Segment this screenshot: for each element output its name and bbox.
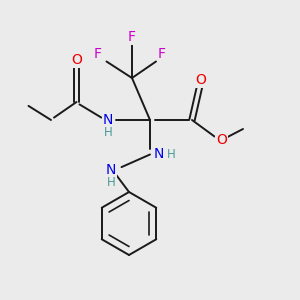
Text: H: H xyxy=(103,126,112,139)
Text: F: F xyxy=(94,47,101,61)
Text: F: F xyxy=(128,30,136,44)
Text: H: H xyxy=(167,148,176,161)
Text: O: O xyxy=(71,53,82,67)
Text: N: N xyxy=(154,148,164,161)
Text: O: O xyxy=(216,133,227,146)
Text: O: O xyxy=(196,73,206,86)
Text: F: F xyxy=(158,47,166,61)
Text: H: H xyxy=(106,176,116,189)
Text: N: N xyxy=(103,113,113,127)
Text: N: N xyxy=(106,163,116,176)
